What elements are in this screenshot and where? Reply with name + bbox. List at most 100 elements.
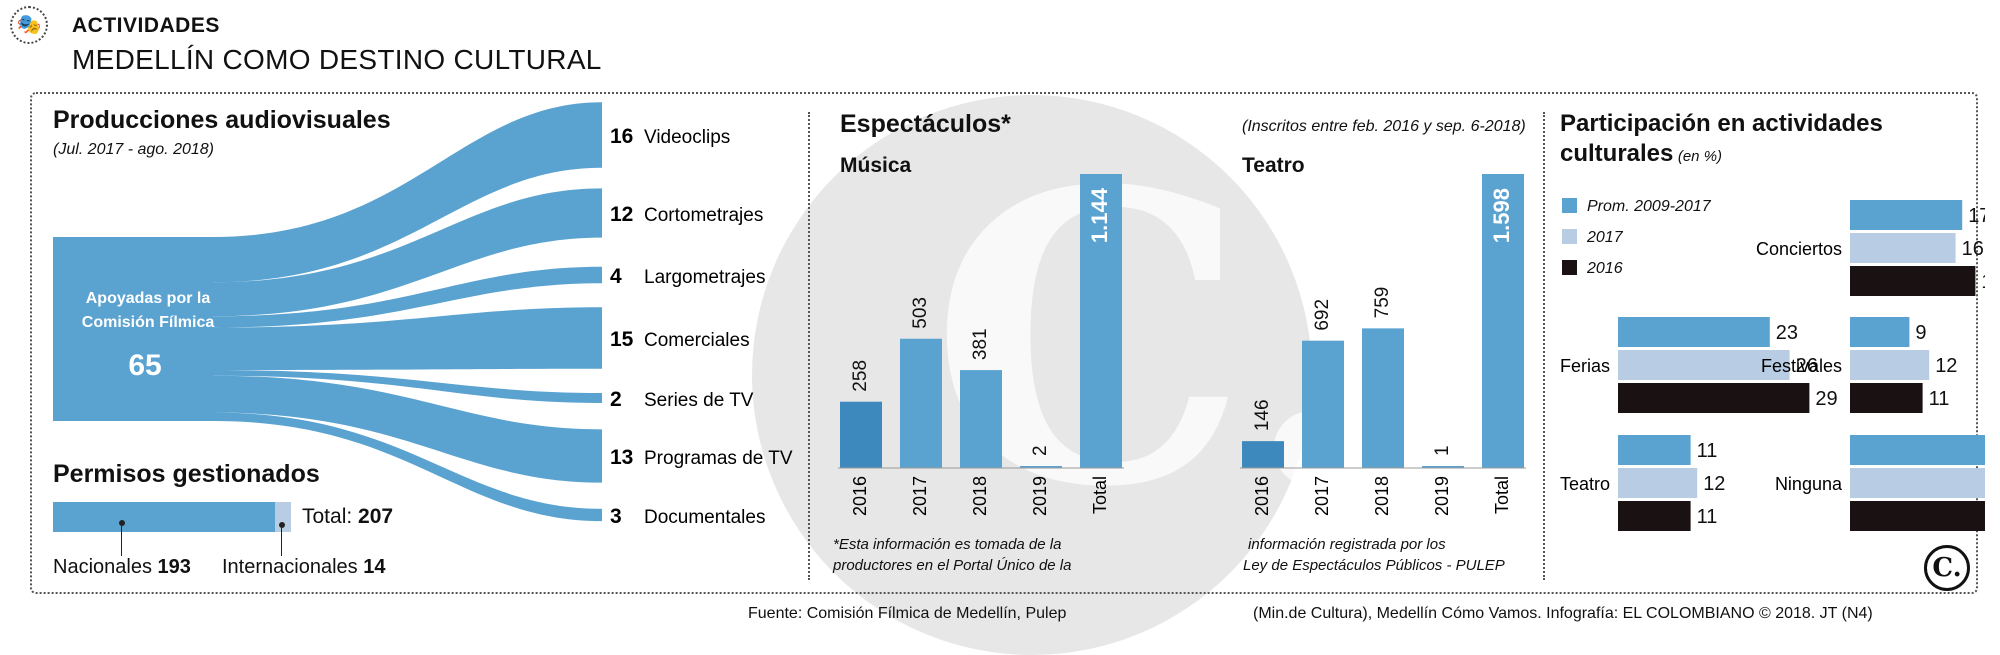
bar-category-label: 2017 — [910, 476, 930, 516]
bar — [1422, 466, 1464, 468]
permisos-nacionales-bar — [53, 502, 275, 532]
legend-label: 2016 — [1587, 260, 1623, 277]
bar — [1242, 441, 1284, 468]
bar — [1362, 328, 1404, 468]
hbar — [1618, 468, 1698, 498]
hbar — [1850, 233, 1956, 263]
permisos-nacionales-value: 193 — [157, 556, 191, 578]
sankey-labels: 16 Videoclips 12 Cortometrajes 4 Largometraje… — [610, 125, 793, 528]
separator-2 — [1543, 112, 1545, 580]
sankey-value-label: 15 — [610, 328, 634, 351]
header-kicker: ACTIVIDADES — [72, 14, 220, 37]
hbar-value-label: 11 — [1697, 440, 1718, 462]
participacion-title-word: culturales — [1560, 140, 1674, 167]
bar — [1482, 174, 1524, 468]
bar-category-label: Total — [1090, 476, 1110, 514]
bar — [1020, 466, 1062, 468]
sankey-source-label-2: Comisión Fílmica — [82, 314, 215, 331]
hbar — [1850, 350, 1930, 380]
category-label: Conciertos — [1756, 239, 1842, 259]
permisos-total-value: 207 — [358, 505, 394, 528]
category-label: Teatro — [1560, 474, 1610, 494]
footer-logo-text: C. — [1932, 553, 1962, 583]
sankey-flow — [213, 102, 602, 283]
hbar — [1850, 383, 1923, 413]
teatro-bar-chart: 146 2016 692 2017 759 2018 1 2019 1.598 Total — [1240, 174, 1526, 516]
espectaculos-charts: 258 2016 503 2017 381 2018 2 2019 1.144 Total 146… — [838, 174, 1526, 516]
sankey-flow — [213, 370, 602, 403]
permisos-bar — [53, 502, 291, 556]
legend-item: Prom. 2009-2017 — [1562, 198, 1711, 216]
sankey-value-label: 2 — [610, 388, 622, 411]
permisos-int-marker — [279, 522, 285, 528]
legend-swatch — [1562, 229, 1577, 244]
participacion-title-1: Participación en actividades — [1560, 110, 1883, 137]
footer-source: Fuente: Comisión Fílmica de Medellín, Pu… — [748, 605, 1067, 622]
bar-category-label: 2016 — [1252, 476, 1272, 516]
sankey-category-label: Programas de TV — [644, 448, 793, 469]
bar-value-label: 2 — [1030, 445, 1051, 456]
bar-value-label: 258 — [850, 360, 871, 392]
hbar — [1618, 317, 1770, 347]
sankey-source-label-1: Apoyadas por la — [86, 290, 211, 307]
sankey-value-label: 12 — [610, 203, 633, 226]
hbar — [1850, 501, 1985, 531]
espectaculos-note-1: *Esta información es tomada de la — [833, 536, 1062, 553]
bar-value-label: 1 — [1432, 445, 1453, 456]
permisos-nacionales: Nacionales 193 — [53, 556, 191, 579]
bar-value-label: 1.144 — [1087, 187, 1112, 243]
bar-category-label: 2016 — [850, 476, 870, 516]
footer-credits: (Min.de Cultura), Medellín Cómo Vamos. I… — [1253, 605, 1873, 622]
bar-value-label: 759 — [1372, 287, 1393, 319]
musica-bar-chart: 258 2016 503 2017 381 2018 2 2019 1.144 Total — [838, 174, 1124, 516]
bar-category-label: 2018 — [970, 476, 990, 516]
permisos-int-line — [281, 528, 282, 556]
participacion-unit: (en %) — [1677, 148, 1723, 165]
hbar-value-label: 11 — [1929, 388, 1950, 410]
hbar — [1850, 435, 1985, 465]
footer-logo: C. — [1924, 545, 1970, 591]
bar-value-label: 381 — [970, 328, 991, 360]
espectaculos-note-2: productores en el Portal Único de la — [833, 557, 1072, 574]
sankey-flow — [213, 266, 602, 328]
legend-item: 2016 — [1562, 260, 1623, 278]
bar-category-label: 2019 — [1432, 476, 1452, 516]
hbar-value-label: 12 — [1703, 473, 1725, 495]
permisos-internacionales-label: Internacionales — [222, 556, 358, 578]
bar-value-label: 146 — [1252, 399, 1273, 431]
musica-title: Música — [840, 154, 912, 177]
sankey-flow — [213, 307, 602, 371]
bar — [1080, 174, 1122, 468]
participacion-title-2: culturales (en %) — [1560, 140, 1722, 168]
sankey-source-node — [53, 237, 213, 421]
legend-label: Prom. 2009-2017 — [1587, 198, 1711, 215]
permisos-nac-marker — [119, 520, 125, 526]
sankey-category-label: Largometrajes — [644, 267, 765, 288]
bar-value-label: 1.598 — [1489, 188, 1514, 243]
hbar-value-label: 16 — [1962, 238, 1984, 260]
participacion-bars: Conciertos171619Ferias232629Festivales91… — [1560, 200, 1985, 531]
bar-category-label: Total — [1492, 476, 1512, 514]
header-icon: 🎭 — [10, 6, 48, 44]
bar-value-label: 503 — [910, 297, 931, 329]
hbar-value-label: 29 — [1815, 388, 1837, 410]
sankey-value-label: 4 — [610, 265, 622, 288]
hbar-value-label: 9 — [1915, 322, 1926, 344]
watermark-letter: C. — [930, 105, 1381, 575]
teatro-title: Teatro — [1242, 154, 1305, 177]
sankey-value-label: 16 — [610, 125, 633, 148]
category-label: Ninguna — [1775, 474, 1843, 494]
hbar — [1850, 266, 1976, 296]
sankey-category-label: Comerciales — [644, 330, 750, 351]
sankey-flows — [213, 102, 602, 522]
category-label: Festivales — [1761, 356, 1842, 376]
legend-swatch — [1562, 198, 1577, 213]
bar — [960, 370, 1002, 468]
permisos-internacionales-bar — [274, 502, 291, 532]
bar-value-label: 692 — [1312, 299, 1333, 331]
sankey-chart: Apoyadas por la Comisión Fílmica 65 16 Vi… — [53, 102, 793, 528]
page-title: MEDELLÍN COMO DESTINO CULTURAL — [72, 44, 602, 75]
bar-category-label: 2017 — [1312, 476, 1332, 516]
sankey-category-label: Documentales — [644, 507, 765, 528]
audiovisual-title: Producciones audiovisuales — [53, 106, 391, 134]
